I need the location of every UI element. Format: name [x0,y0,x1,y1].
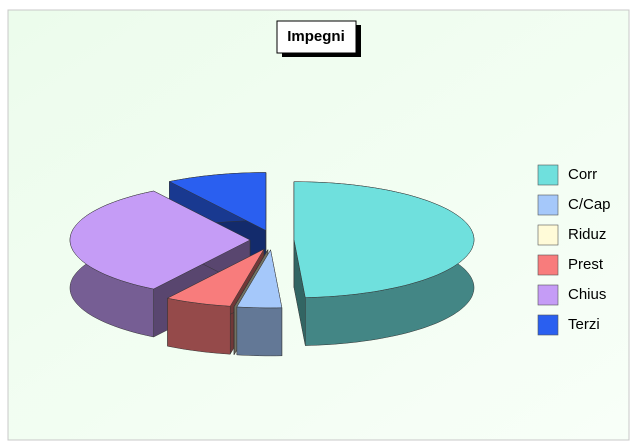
legend-label: Riduz [568,226,606,243]
pie-slice [293,181,475,346]
slice-top [233,249,269,307]
legend-swatch [537,254,559,276]
legend-label: C/Cap [568,196,611,213]
slice-top [293,181,475,298]
slice-top [168,172,267,231]
slice-side [236,306,283,357]
legend-label: Terzi [568,316,600,333]
pie [69,172,475,357]
legend-swatch [537,224,559,246]
legend-label: Prest [568,256,604,273]
pie-slice [236,248,283,357]
title-box [276,20,357,54]
legend-swatch [537,164,559,186]
chart-title: Impegni [287,28,345,45]
slice-side [167,297,231,355]
legend: Corr C/Cap Riduz Prest Chius Terzi [537,164,611,336]
legend-swatch [537,314,559,336]
slice-top [166,248,265,307]
legend-label: Chius [568,286,606,303]
slice-top [69,190,251,290]
legend-swatch [537,284,559,306]
legend-label: Corr [568,166,597,183]
legend-swatch [537,194,559,216]
slice-top [236,249,283,309]
